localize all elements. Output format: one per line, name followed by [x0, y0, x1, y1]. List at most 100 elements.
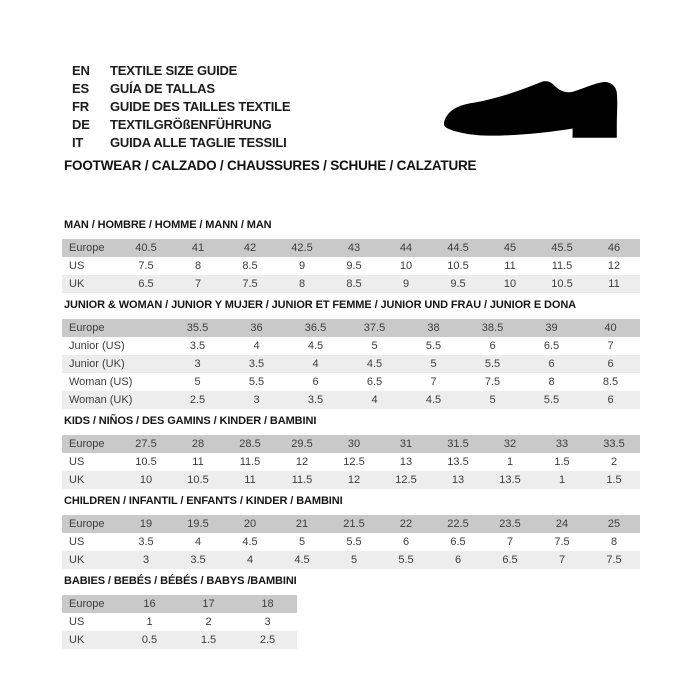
language-list: EN TEXTILE SIZE GUIDE ES GUÍA DE TALLAS FR GU… [72, 61, 291, 151]
size-value-cell: 4 [194, 536, 202, 548]
size-value-cell: 9.5 [432, 275, 484, 293]
shoe-icon [444, 81, 618, 138]
size-value-cell: 13 [432, 471, 484, 489]
size-value-cell: 8.5 [242, 260, 258, 272]
size-value-cell: 1.5 [179, 631, 238, 649]
size-table: Europe 35.5 36 36.5 37.5 38 38.5 39 40 Junior (US… [62, 319, 640, 409]
size-value-cell: 5.5 [346, 536, 362, 548]
size-value-cell: 5.5 [522, 391, 581, 409]
size-tables-container: MAN / HOMBRE / HOMME / MANN / MAN Europe 4… [62, 219, 652, 655]
language-code: EN [72, 62, 90, 78]
size-value-cell: 39 [522, 319, 581, 337]
size-table: Europe 16 17 18 US 1 2 3 UK 0.5 1.5 2.5 [62, 595, 297, 649]
size-value-cell: 33 [536, 435, 588, 453]
size-value-cell: 28 [172, 435, 224, 453]
language-row: EN TEXTILE SIZE GUIDE [72, 61, 290, 79]
size-value-cell: 4.5 [242, 536, 258, 548]
size-value-cell: 7 [506, 536, 514, 548]
size-value-cell: 40.5 [120, 239, 172, 257]
size-value-cell: 42.5 [276, 239, 328, 257]
size-value-cell: 4.5 [307, 340, 324, 352]
row-label: Woman (US) [69, 376, 133, 388]
size-value-cell: 35.5 [168, 319, 227, 337]
size-value-cell: 6.5 [450, 536, 466, 548]
size-value-cell: 6.5 [543, 340, 560, 352]
size-table-title: BABIES / BEBÉS / BÉBÉS / BABYS /BAMBINI [64, 575, 297, 587]
row-label: Woman (UK) [62, 391, 168, 409]
table-row: UK 0.5 1.5 2.5 [62, 631, 297, 649]
table-row: Europe 27.5 28 28.5 29.5 30 31 31.5 32 33 33.5 [62, 435, 640, 453]
language-row: DE TEXTILGRÖßENFÜHRUNG [72, 115, 290, 133]
row-label: Europe [62, 239, 120, 257]
size-value-cell: 44 [380, 239, 432, 257]
row-label: Europe [62, 515, 120, 533]
size-value-cell: 3.5 [172, 551, 224, 569]
size-value-cell: 6 [581, 391, 640, 409]
table-row: Europe 16 17 18 [62, 595, 297, 613]
size-value-cell: 4 [286, 355, 345, 373]
size-value-cell: 11 [192, 456, 204, 468]
size-table-title: JUNIOR & WOMAN / JUNIOR Y MUJER / JUNIOR… [64, 299, 577, 311]
size-value-cell: 36 [227, 319, 286, 337]
size-table-section: CHILDREN / INFANTIL / ENFANTS / KINDER /… [62, 495, 652, 569]
language-code: FR [72, 98, 89, 114]
row-label: Europe [62, 319, 168, 337]
size-value-cell: 42 [224, 239, 276, 257]
row-label: UK [62, 551, 120, 569]
size-value-cell: 5 [328, 551, 380, 569]
size-value-cell: 9 [298, 260, 306, 272]
size-value-cell: 21 [276, 515, 328, 533]
size-value-cell: 2.5 [238, 631, 297, 649]
size-value-cell: 40 [581, 319, 640, 337]
size-table: Europe 27.5 28 28.5 29.5 30 31 31.5 32 33 33.5 US 10… [62, 435, 640, 489]
size-value-cell: 3.5 [189, 340, 206, 352]
table-row: Europe 19 19.5 20 21 21.5 22 22.5 23.5 24 25 [62, 515, 640, 533]
table-row: UK 10 10.5 11 11.5 12 12.5 13 13.5 1 1.5 [62, 471, 640, 489]
size-value-cell: 41 [172, 239, 224, 257]
size-value-cell: 6 [312, 376, 319, 388]
size-value-cell: 12 [295, 456, 309, 468]
size-value-cell: 38 [404, 319, 463, 337]
size-value-cell: 46 [588, 239, 640, 257]
size-value-cell: 30 [328, 435, 380, 453]
size-value-cell: 5.5 [380, 551, 432, 569]
table-row: US 7.5 8 8.5 9 9.5 10 10.5 11 11.5 12 [62, 257, 640, 275]
size-value-cell: 28.5 [224, 435, 276, 453]
size-value-cell: 25 [588, 515, 640, 533]
size-table-section: MAN / HOMBRE / HOMME / MANN / MAN Europe 4… [62, 219, 652, 293]
size-value-cell: 11 [588, 275, 640, 293]
size-value-cell: 8.5 [602, 376, 619, 388]
size-value-cell: 5.5 [425, 340, 442, 352]
size-value-cell: 4.5 [345, 355, 404, 373]
size-value-cell: 3.5 [227, 355, 286, 373]
size-value-cell: 6 [432, 551, 484, 569]
table-row: US 10.5 11 11.5 12 12.5 13 13.5 1 1.5 2 [62, 453, 640, 471]
size-value-cell: 21.5 [328, 515, 380, 533]
table-row: Woman (UK) 2.5 3 3.5 4 4.5 5 5.5 6 [62, 391, 640, 409]
size-value-cell: 8 [610, 536, 618, 548]
table-row: UK 6.5 7 7.5 8 8.5 9 9.5 10 10.5 11 [62, 275, 640, 293]
size-value-cell: 2 [610, 456, 618, 468]
size-value-cell: 11.5 [239, 456, 261, 468]
size-value-cell: 3 [168, 355, 227, 373]
size-value-cell: 8.5 [328, 275, 380, 293]
size-value-cell: 5 [404, 355, 463, 373]
size-value-cell: 9.5 [346, 260, 362, 272]
size-value-cell: 7 [536, 551, 588, 569]
size-value-cell: 43 [328, 239, 380, 257]
size-value-cell: 11 [504, 260, 516, 272]
row-label: Europe [62, 435, 120, 453]
size-table-section: KIDS / NIÑOS / DES GAMINS / KINDER / BAM… [62, 415, 652, 489]
language-code: DE [72, 116, 90, 132]
size-value-cell: 2.5 [168, 391, 227, 409]
size-value-cell: 6.5 [120, 275, 172, 293]
size-value-cell: 6 [402, 536, 410, 548]
size-value-cell: 4.5 [276, 551, 328, 569]
table-row: Europe 40.5 41 42 42.5 43 44 44.5 45 45.5 46 [62, 239, 640, 257]
size-value-cell: 1 [536, 471, 588, 489]
size-value-cell: 7.5 [138, 260, 154, 272]
size-value-cell: 1.5 [554, 456, 570, 468]
table-row: Junior (US) 3.5 4 4.5 5 5.5 6 6.5 7 [62, 337, 640, 355]
size-value-cell: 7 [430, 376, 437, 388]
size-value-cell: 3 [120, 551, 172, 569]
